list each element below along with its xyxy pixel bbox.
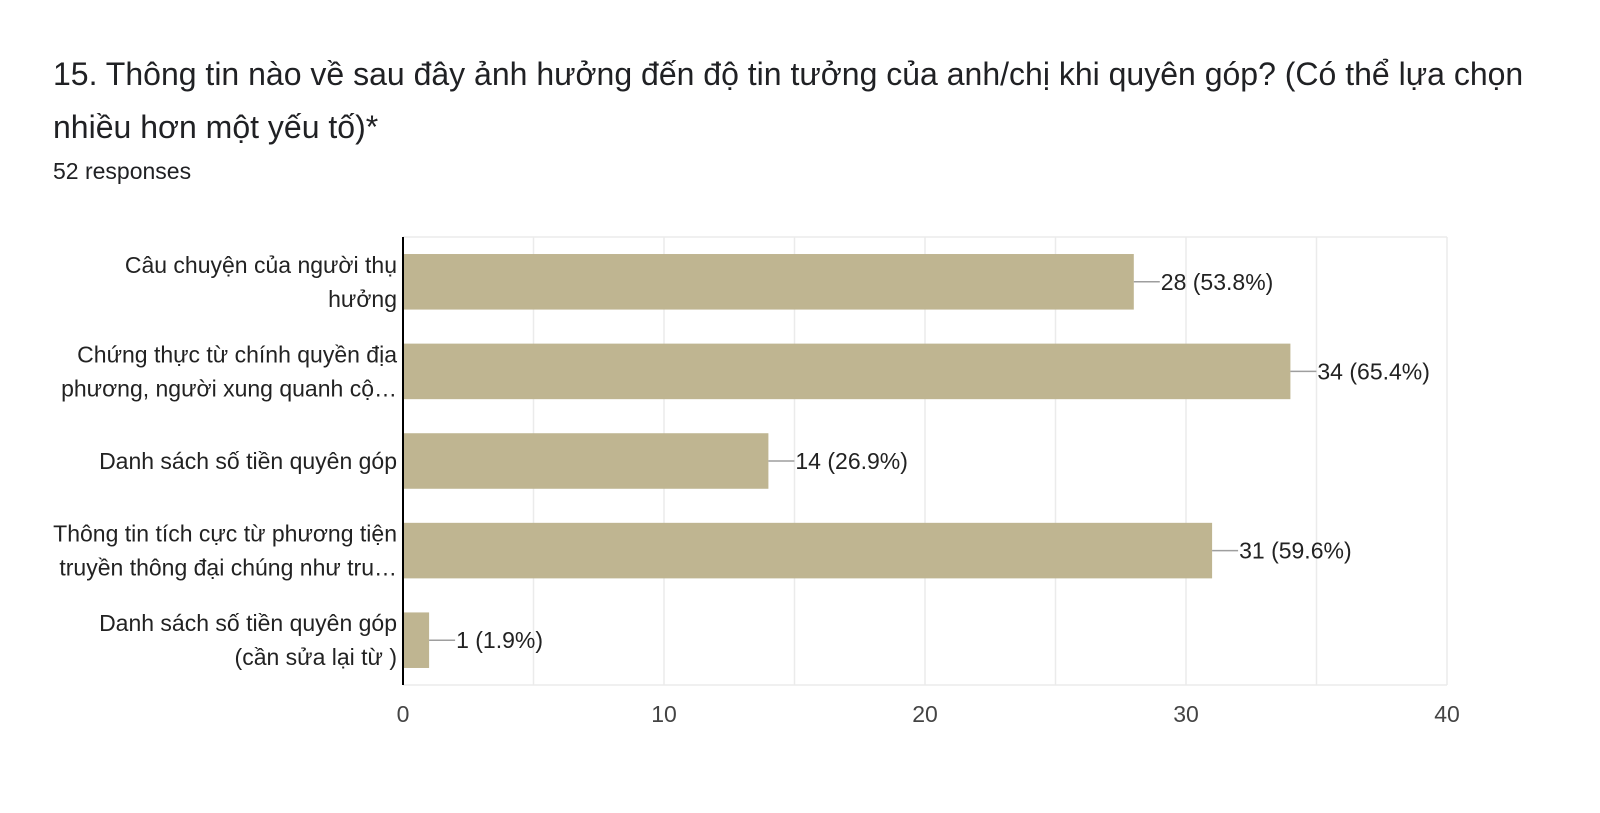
value-label: 14 (26.9%) [795, 448, 908, 474]
bar [403, 343, 1291, 400]
x-tick-label: 20 [912, 701, 938, 727]
bar [403, 433, 769, 489]
category-label: Chứng thực từ chính quyền địa [77, 341, 397, 367]
category-label: (cần sửa lại từ ) [235, 644, 397, 670]
x-tick-label: 0 [397, 701, 410, 727]
category-label: Danh sách số tiền quyên góp [99, 610, 397, 636]
x-tick-label: 40 [1434, 701, 1460, 727]
category-label: truyền thông đại chúng như tru… [59, 555, 397, 581]
category-label: Thông tin tích cực từ phương tiện [53, 521, 397, 547]
category-label: Câu chuyện của người thụ [125, 252, 397, 278]
question-title: 15. Thông tin nào về sau đây ảnh hưởng đ… [53, 56, 1524, 145]
value-label: 28 (53.8%) [1161, 269, 1274, 295]
category-label: Danh sách số tiền quyên góp [99, 448, 397, 474]
bar [403, 522, 1213, 579]
value-label: 34 (65.4%) [1317, 358, 1430, 384]
category-label: hưởng [328, 286, 397, 312]
bar [403, 612, 430, 668]
value-label: 31 (59.6%) [1239, 538, 1352, 564]
x-tick-label: 30 [1173, 701, 1199, 727]
value-label: 1 (1.9%) [456, 627, 543, 653]
x-tick-label: 10 [651, 701, 677, 727]
category-label: phương, người xung quanh cộ… [61, 375, 397, 401]
response-count: 52 responses [53, 158, 192, 184]
bar [403, 254, 1134, 310]
